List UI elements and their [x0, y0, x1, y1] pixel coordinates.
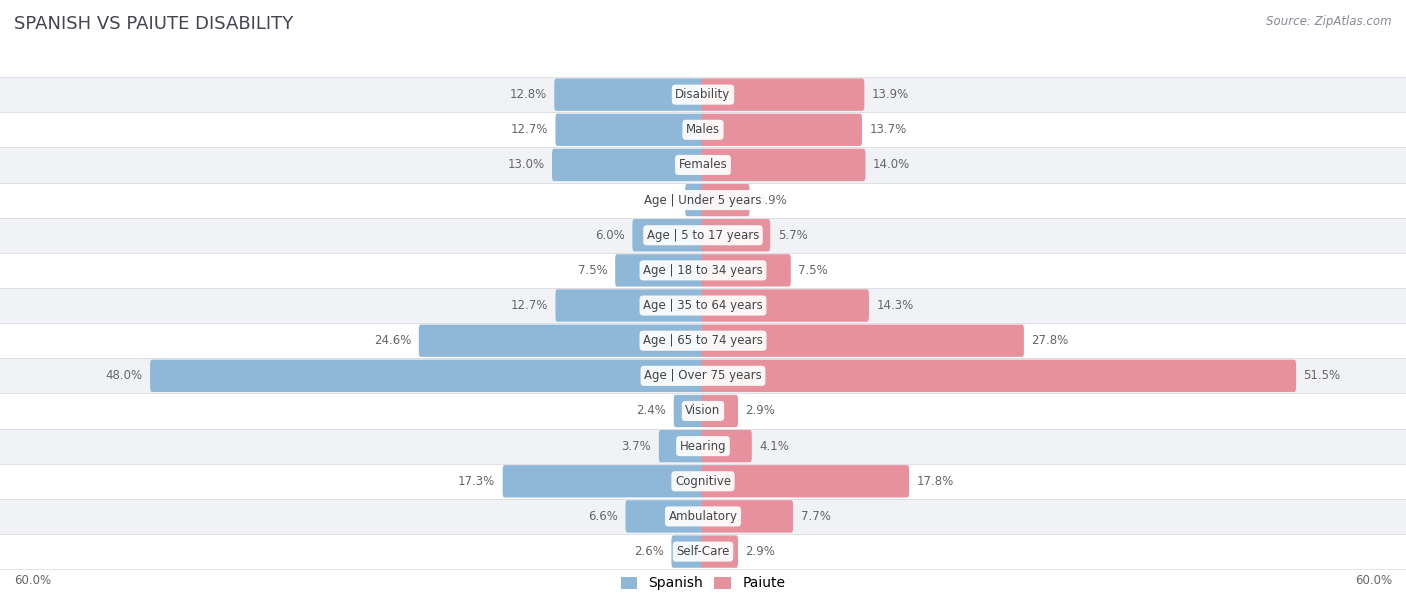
Legend: Spanish, Paiute: Spanish, Paiute — [616, 571, 790, 596]
Text: Cognitive: Cognitive — [675, 475, 731, 488]
Bar — [0, 464, 1406, 499]
FancyBboxPatch shape — [702, 324, 1024, 357]
Text: 14.3%: 14.3% — [876, 299, 914, 312]
Bar — [0, 147, 1406, 182]
FancyBboxPatch shape — [419, 324, 704, 357]
FancyBboxPatch shape — [555, 289, 704, 322]
FancyBboxPatch shape — [702, 395, 738, 427]
Text: 1.4%: 1.4% — [648, 193, 678, 207]
Text: 3.7%: 3.7% — [621, 439, 651, 453]
Bar — [0, 218, 1406, 253]
FancyBboxPatch shape — [702, 184, 749, 216]
Text: 2.6%: 2.6% — [634, 545, 664, 558]
Text: 60.0%: 60.0% — [14, 575, 51, 588]
Bar — [0, 288, 1406, 323]
FancyBboxPatch shape — [702, 149, 866, 181]
FancyBboxPatch shape — [702, 78, 865, 111]
Bar — [0, 358, 1406, 394]
Text: Age | Under 5 years: Age | Under 5 years — [644, 193, 762, 207]
Text: 24.6%: 24.6% — [374, 334, 412, 347]
FancyBboxPatch shape — [702, 114, 862, 146]
Text: 2.4%: 2.4% — [637, 405, 666, 417]
Bar — [0, 112, 1406, 147]
FancyBboxPatch shape — [633, 219, 704, 252]
Text: 4.1%: 4.1% — [759, 439, 789, 453]
Text: Source: ZipAtlas.com: Source: ZipAtlas.com — [1267, 15, 1392, 28]
FancyBboxPatch shape — [616, 254, 704, 286]
FancyBboxPatch shape — [554, 78, 704, 111]
FancyBboxPatch shape — [659, 430, 704, 462]
Text: Age | 5 to 17 years: Age | 5 to 17 years — [647, 229, 759, 242]
Text: Males: Males — [686, 123, 720, 136]
Text: Age | 35 to 64 years: Age | 35 to 64 years — [643, 299, 763, 312]
Text: Self-Care: Self-Care — [676, 545, 730, 558]
Text: 2.9%: 2.9% — [745, 545, 775, 558]
Text: 17.3%: 17.3% — [458, 475, 495, 488]
Bar — [0, 182, 1406, 218]
FancyBboxPatch shape — [555, 114, 704, 146]
Text: 12.7%: 12.7% — [510, 299, 548, 312]
Text: SPANISH VS PAIUTE DISABILITY: SPANISH VS PAIUTE DISABILITY — [14, 15, 294, 33]
Text: 13.7%: 13.7% — [869, 123, 907, 136]
FancyBboxPatch shape — [702, 254, 790, 286]
FancyBboxPatch shape — [702, 465, 910, 498]
Text: 27.8%: 27.8% — [1032, 334, 1069, 347]
Text: 13.9%: 13.9% — [872, 88, 910, 101]
Bar — [0, 428, 1406, 464]
FancyBboxPatch shape — [626, 500, 704, 532]
FancyBboxPatch shape — [672, 536, 704, 568]
Text: 17.8%: 17.8% — [917, 475, 953, 488]
Text: Hearing: Hearing — [679, 439, 727, 453]
Text: Females: Females — [679, 159, 727, 171]
Text: 2.9%: 2.9% — [745, 405, 775, 417]
Text: 12.7%: 12.7% — [510, 123, 548, 136]
Text: 14.0%: 14.0% — [873, 159, 910, 171]
FancyBboxPatch shape — [702, 219, 770, 252]
Text: Age | 18 to 34 years: Age | 18 to 34 years — [643, 264, 763, 277]
Bar — [0, 499, 1406, 534]
Bar — [0, 77, 1406, 112]
Text: 60.0%: 60.0% — [1355, 575, 1392, 588]
Text: 51.5%: 51.5% — [1303, 370, 1341, 382]
Bar — [0, 394, 1406, 428]
Bar — [0, 534, 1406, 569]
Text: 48.0%: 48.0% — [105, 370, 142, 382]
Text: Age | Over 75 years: Age | Over 75 years — [644, 370, 762, 382]
FancyBboxPatch shape — [673, 395, 704, 427]
Text: 5.7%: 5.7% — [778, 229, 807, 242]
FancyBboxPatch shape — [702, 289, 869, 322]
Text: 12.8%: 12.8% — [509, 88, 547, 101]
Text: Ambulatory: Ambulatory — [668, 510, 738, 523]
Text: Age | 65 to 74 years: Age | 65 to 74 years — [643, 334, 763, 347]
Text: 6.0%: 6.0% — [595, 229, 624, 242]
FancyBboxPatch shape — [553, 149, 704, 181]
Text: 7.5%: 7.5% — [578, 264, 607, 277]
Text: Vision: Vision — [685, 405, 721, 417]
Text: 13.0%: 13.0% — [508, 159, 544, 171]
Text: 6.6%: 6.6% — [588, 510, 619, 523]
Text: 7.7%: 7.7% — [800, 510, 831, 523]
FancyBboxPatch shape — [685, 184, 704, 216]
FancyBboxPatch shape — [150, 360, 704, 392]
Text: 7.5%: 7.5% — [799, 264, 828, 277]
FancyBboxPatch shape — [702, 500, 793, 532]
FancyBboxPatch shape — [702, 360, 1296, 392]
FancyBboxPatch shape — [502, 465, 704, 498]
Text: 3.9%: 3.9% — [756, 193, 787, 207]
Text: Disability: Disability — [675, 88, 731, 101]
FancyBboxPatch shape — [702, 536, 738, 568]
Bar — [0, 323, 1406, 358]
FancyBboxPatch shape — [702, 430, 752, 462]
Bar — [0, 253, 1406, 288]
